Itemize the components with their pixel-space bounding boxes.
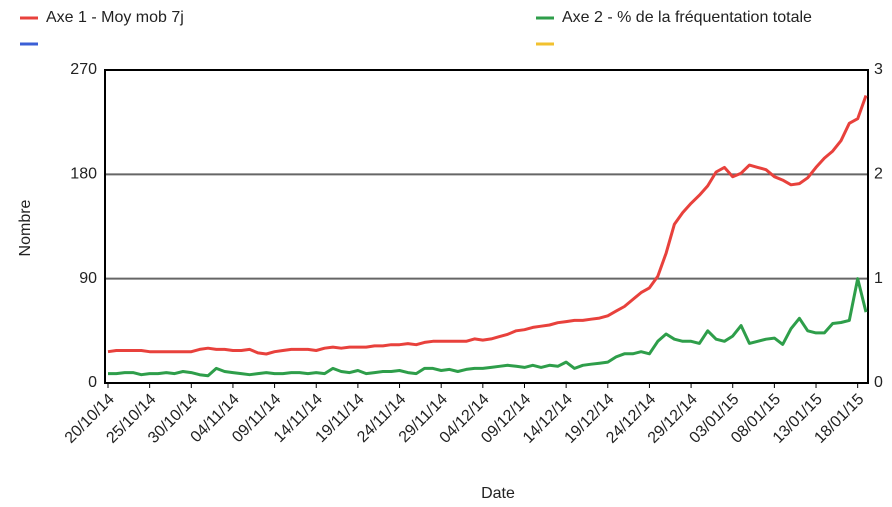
y-tick-label: 90 <box>79 270 97 287</box>
line-series <box>107 94 868 356</box>
x-axis-title: Date <box>481 485 515 502</box>
legend-label: Axe 2 - % de la fréquentation totale <box>562 9 812 26</box>
y-tick-label: 270 <box>70 61 97 78</box>
y2-tick-label: 1 <box>874 270 883 287</box>
y-tick-label: 0 <box>88 374 97 391</box>
plot-frame <box>104 69 869 384</box>
y2-tick-label: 3 <box>874 61 883 78</box>
y2-tick-label: 2 <box>874 166 883 183</box>
y2-tick-label: 0 <box>874 374 883 391</box>
line-series <box>108 277 868 378</box>
y-tick-label: 180 <box>70 166 97 183</box>
y-axis-title: Nombre <box>17 199 34 256</box>
legend-label: Axe 1 - Moy mob 7j <box>46 9 184 26</box>
